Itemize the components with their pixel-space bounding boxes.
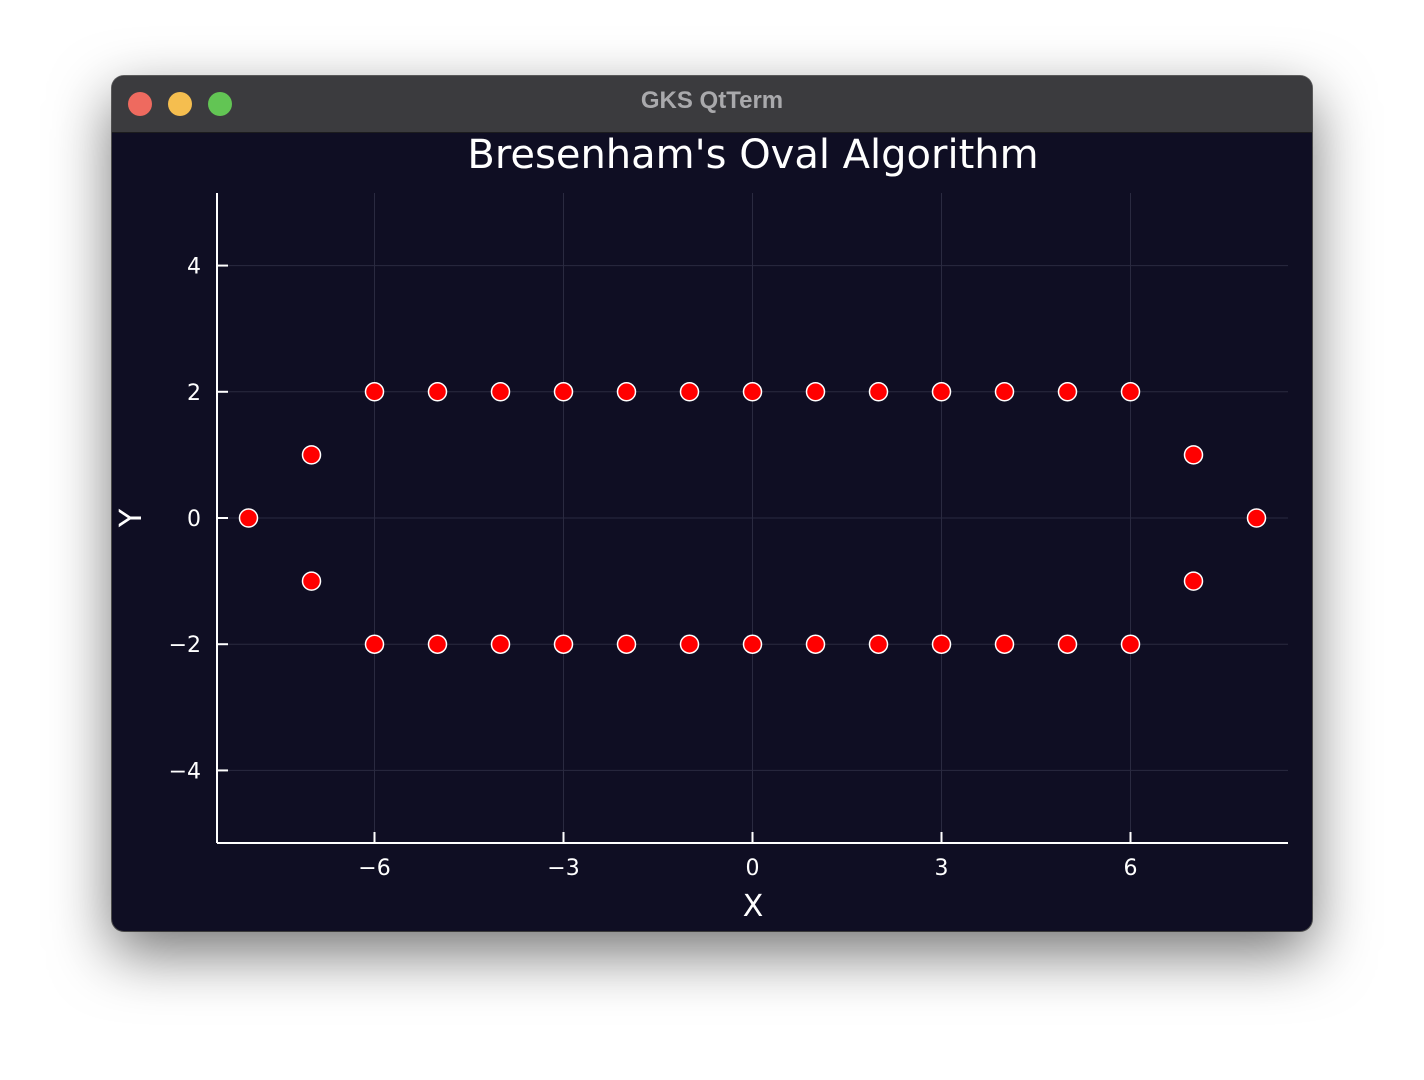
grid	[217, 193, 1288, 843]
scatter-point	[301, 571, 322, 591]
scatter-point	[742, 634, 763, 654]
chart-title: Bresenham's Oval Algorithm	[467, 132, 1038, 178]
scatter-point	[1246, 508, 1267, 528]
y-tick-label: 4	[187, 255, 201, 280]
scatter-point	[616, 382, 637, 402]
scatter-point	[364, 634, 385, 654]
scatter-point	[427, 382, 448, 402]
scatter-point	[1057, 634, 1078, 654]
x-tick-label: 3	[935, 856, 949, 881]
scatter-point	[490, 382, 511, 402]
scatter-point	[1120, 382, 1141, 402]
scatter-point	[931, 634, 952, 654]
y-axis-label: Y	[114, 508, 149, 528]
scatter-point	[805, 634, 826, 654]
scatter-point	[427, 634, 448, 654]
window-title: GKS QtTerm	[640, 87, 784, 114]
scatter-point	[679, 634, 700, 654]
scatter-point	[364, 382, 385, 402]
y-tick-label: 0	[187, 507, 201, 532]
close-button[interactable]	[128, 92, 152, 116]
title-bar[interactable]: GKS QtTerm	[112, 76, 1312, 133]
scatter-point	[238, 508, 259, 528]
app-window: GKS QtTerm	[112, 76, 1312, 931]
y-tick-label: −4	[169, 759, 201, 784]
scatter-point	[301, 445, 322, 465]
scatter-point	[742, 382, 763, 402]
scatter-point	[679, 382, 700, 402]
scatter-point	[616, 634, 637, 654]
scatter-point	[994, 634, 1015, 654]
y-tick-label: −2	[169, 633, 201, 658]
y-tick-label: 2	[187, 381, 201, 406]
x-axis-label: X	[743, 889, 764, 924]
scatter-point	[1120, 634, 1141, 654]
scatter-point	[931, 382, 952, 402]
x-tick-label: −3	[547, 856, 579, 881]
data-points	[238, 382, 1267, 654]
x-tick-label: 0	[746, 856, 760, 881]
scatter-point	[868, 634, 889, 654]
x-tick-label: −6	[358, 856, 390, 881]
scatter-point	[1057, 382, 1078, 402]
scatter-point	[553, 382, 574, 402]
minimize-button[interactable]	[168, 92, 192, 116]
scatter-point	[1183, 571, 1204, 591]
scatter-point	[805, 382, 826, 402]
scatter-point	[553, 634, 574, 654]
scatter-point	[868, 382, 889, 402]
x-tick-label: 6	[1124, 856, 1138, 881]
scatter-point	[1183, 445, 1204, 465]
ticks: −6 −3 0 3 6 −4 −2 0 2 4	[169, 255, 1138, 881]
maximize-button[interactable]	[208, 92, 232, 116]
scatter-point	[490, 634, 511, 654]
scatter-point	[994, 382, 1015, 402]
